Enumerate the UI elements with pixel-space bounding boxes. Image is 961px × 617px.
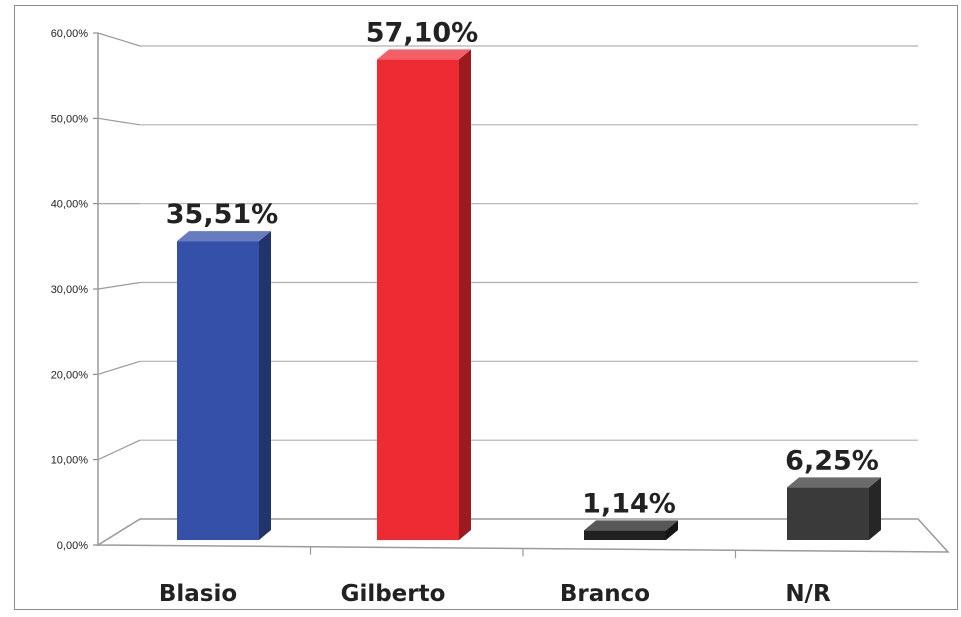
y-tick-label: 30,00% <box>51 284 89 296</box>
category-label: Gilberto <box>341 581 446 607</box>
y-tick-label: 0,00% <box>57 540 88 552</box>
data-label: 6,25% <box>785 445 879 476</box>
gridline-diagonal <box>97 32 141 47</box>
gridline-diagonal <box>97 117 141 126</box>
bar-side <box>459 49 471 541</box>
y-tick-label: 40,00% <box>51 199 89 211</box>
bar <box>787 487 869 540</box>
y-tick-label: 50,00% <box>51 113 89 125</box>
category-label: N/R <box>785 581 831 607</box>
gridline-diagonal <box>97 281 141 290</box>
gridline-diagonal <box>97 518 141 546</box>
bar <box>584 530 666 540</box>
gridline-diagonal <box>97 439 141 461</box>
data-label: 35,51% <box>166 199 278 230</box>
bar <box>177 241 259 541</box>
bar-side <box>869 477 881 540</box>
bar-side <box>259 231 271 541</box>
bar-top <box>377 49 471 60</box>
data-label: 1,14% <box>582 488 676 519</box>
bar-top <box>584 520 678 531</box>
data-label: 57,10% <box>366 17 478 48</box>
y-tick-label: 60,00% <box>51 28 89 40</box>
y-tick-label: 20,00% <box>51 369 89 381</box>
y-tick-label: 10,00% <box>51 455 89 467</box>
category-label: Blasio <box>159 581 237 607</box>
category-label: Branco <box>560 581 650 607</box>
bar-top <box>177 231 271 242</box>
bar <box>377 59 459 541</box>
bar-top <box>787 477 881 488</box>
gridline-diagonal <box>97 360 141 375</box>
bar-side <box>666 520 678 540</box>
